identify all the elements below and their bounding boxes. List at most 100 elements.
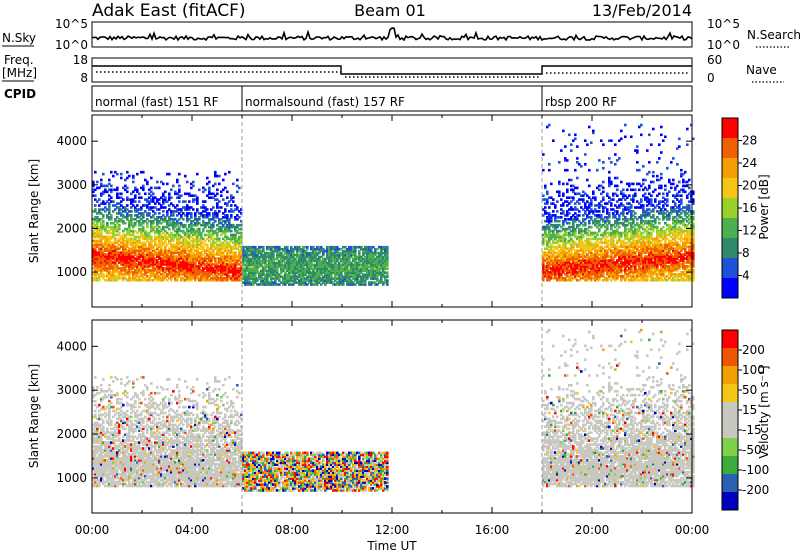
power-cell bbox=[92, 273, 95, 276]
power-cell bbox=[206, 208, 209, 211]
power-cell bbox=[96, 239, 99, 243]
power-cell bbox=[108, 257, 111, 260]
freq-lo-label: 8 bbox=[80, 71, 88, 85]
power-cell bbox=[166, 273, 169, 276]
power-cell bbox=[156, 243, 159, 247]
power-cell bbox=[160, 241, 163, 245]
power-cell bbox=[160, 196, 163, 199]
power-cell bbox=[96, 245, 99, 249]
power-cell bbox=[148, 214, 151, 217]
power-cell bbox=[170, 267, 173, 270]
power-cell bbox=[118, 274, 121, 278]
power-cell bbox=[104, 274, 107, 278]
power-cell bbox=[166, 223, 169, 227]
power-cell bbox=[142, 212, 145, 215]
power-cell bbox=[138, 223, 141, 227]
power-cell bbox=[158, 274, 161, 278]
power-cell bbox=[166, 249, 169, 252]
power-cell bbox=[124, 253, 127, 256]
power-cell bbox=[608, 219, 611, 223]
power-cell bbox=[170, 273, 173, 276]
power-cell bbox=[100, 271, 103, 274]
power-cell bbox=[122, 267, 125, 270]
power-cell bbox=[116, 229, 119, 233]
power-cell bbox=[128, 241, 131, 245]
power-cell bbox=[96, 233, 99, 237]
power-cell bbox=[108, 259, 111, 262]
power-cell bbox=[122, 257, 125, 260]
power-cell bbox=[130, 251, 133, 254]
power-cell bbox=[144, 210, 147, 213]
power-cell bbox=[100, 202, 103, 205]
power-cell bbox=[98, 278, 101, 282]
power-cell bbox=[122, 229, 125, 233]
power-cell bbox=[120, 253, 123, 256]
power-cell bbox=[148, 233, 151, 237]
power-cell bbox=[112, 204, 115, 207]
power-cell bbox=[592, 129, 595, 133]
power-cell bbox=[172, 239, 175, 243]
power-cell bbox=[114, 267, 117, 270]
power-cell bbox=[152, 273, 155, 276]
power-cell bbox=[100, 243, 103, 247]
power-cell bbox=[128, 219, 131, 223]
power-cell bbox=[134, 223, 137, 227]
power-cell bbox=[164, 237, 167, 241]
power-cell bbox=[140, 196, 143, 199]
power-cell bbox=[148, 241, 151, 245]
power-cell bbox=[126, 186, 129, 190]
power-cell bbox=[94, 223, 97, 227]
power-cell bbox=[100, 239, 103, 243]
power-cell bbox=[96, 263, 99, 266]
power-cell bbox=[108, 251, 111, 254]
power-cell bbox=[104, 210, 107, 213]
power-cell bbox=[126, 233, 129, 237]
power-cell bbox=[164, 241, 167, 245]
power-cell bbox=[94, 231, 97, 235]
power-cell bbox=[156, 259, 159, 262]
power-cell bbox=[96, 227, 99, 231]
power-cell bbox=[162, 255, 165, 258]
power-cell bbox=[100, 269, 103, 272]
power-cell bbox=[140, 231, 143, 235]
power-cell bbox=[150, 208, 153, 211]
power-cell bbox=[134, 276, 137, 280]
power-cell bbox=[92, 210, 95, 213]
power-cell bbox=[142, 263, 145, 266]
power-cell bbox=[94, 278, 97, 282]
power-cell bbox=[612, 198, 615, 201]
power-cell bbox=[224, 172, 227, 176]
power-cell bbox=[230, 214, 233, 217]
power-cell bbox=[130, 269, 133, 272]
power-cell bbox=[112, 245, 115, 249]
power-cell bbox=[140, 269, 143, 272]
power-cell bbox=[146, 274, 149, 278]
power-cell bbox=[174, 263, 177, 266]
power-cell bbox=[118, 192, 121, 196]
power-cell bbox=[112, 174, 115, 178]
power-cell bbox=[152, 259, 155, 262]
power-cell bbox=[132, 221, 135, 225]
power-cell bbox=[154, 212, 157, 215]
power-cell bbox=[142, 278, 145, 282]
power-cell bbox=[130, 237, 133, 241]
power-cell bbox=[122, 253, 125, 256]
power-cell bbox=[104, 229, 107, 233]
power-cell bbox=[142, 243, 145, 247]
power-cell bbox=[94, 235, 97, 239]
power-cell bbox=[122, 259, 125, 262]
power-cell bbox=[94, 233, 97, 237]
power-cell bbox=[172, 221, 175, 225]
power-cell bbox=[98, 265, 101, 268]
power-cell bbox=[168, 255, 171, 258]
power-cell bbox=[140, 249, 143, 252]
power-cell bbox=[100, 245, 103, 249]
power-cell bbox=[124, 271, 127, 274]
power-cell bbox=[150, 176, 153, 180]
power-cell bbox=[92, 249, 95, 252]
power-cell bbox=[120, 273, 123, 276]
power-cell bbox=[94, 274, 97, 278]
power-cell bbox=[156, 276, 159, 280]
power-cell bbox=[104, 235, 107, 239]
power-cell bbox=[96, 267, 99, 270]
